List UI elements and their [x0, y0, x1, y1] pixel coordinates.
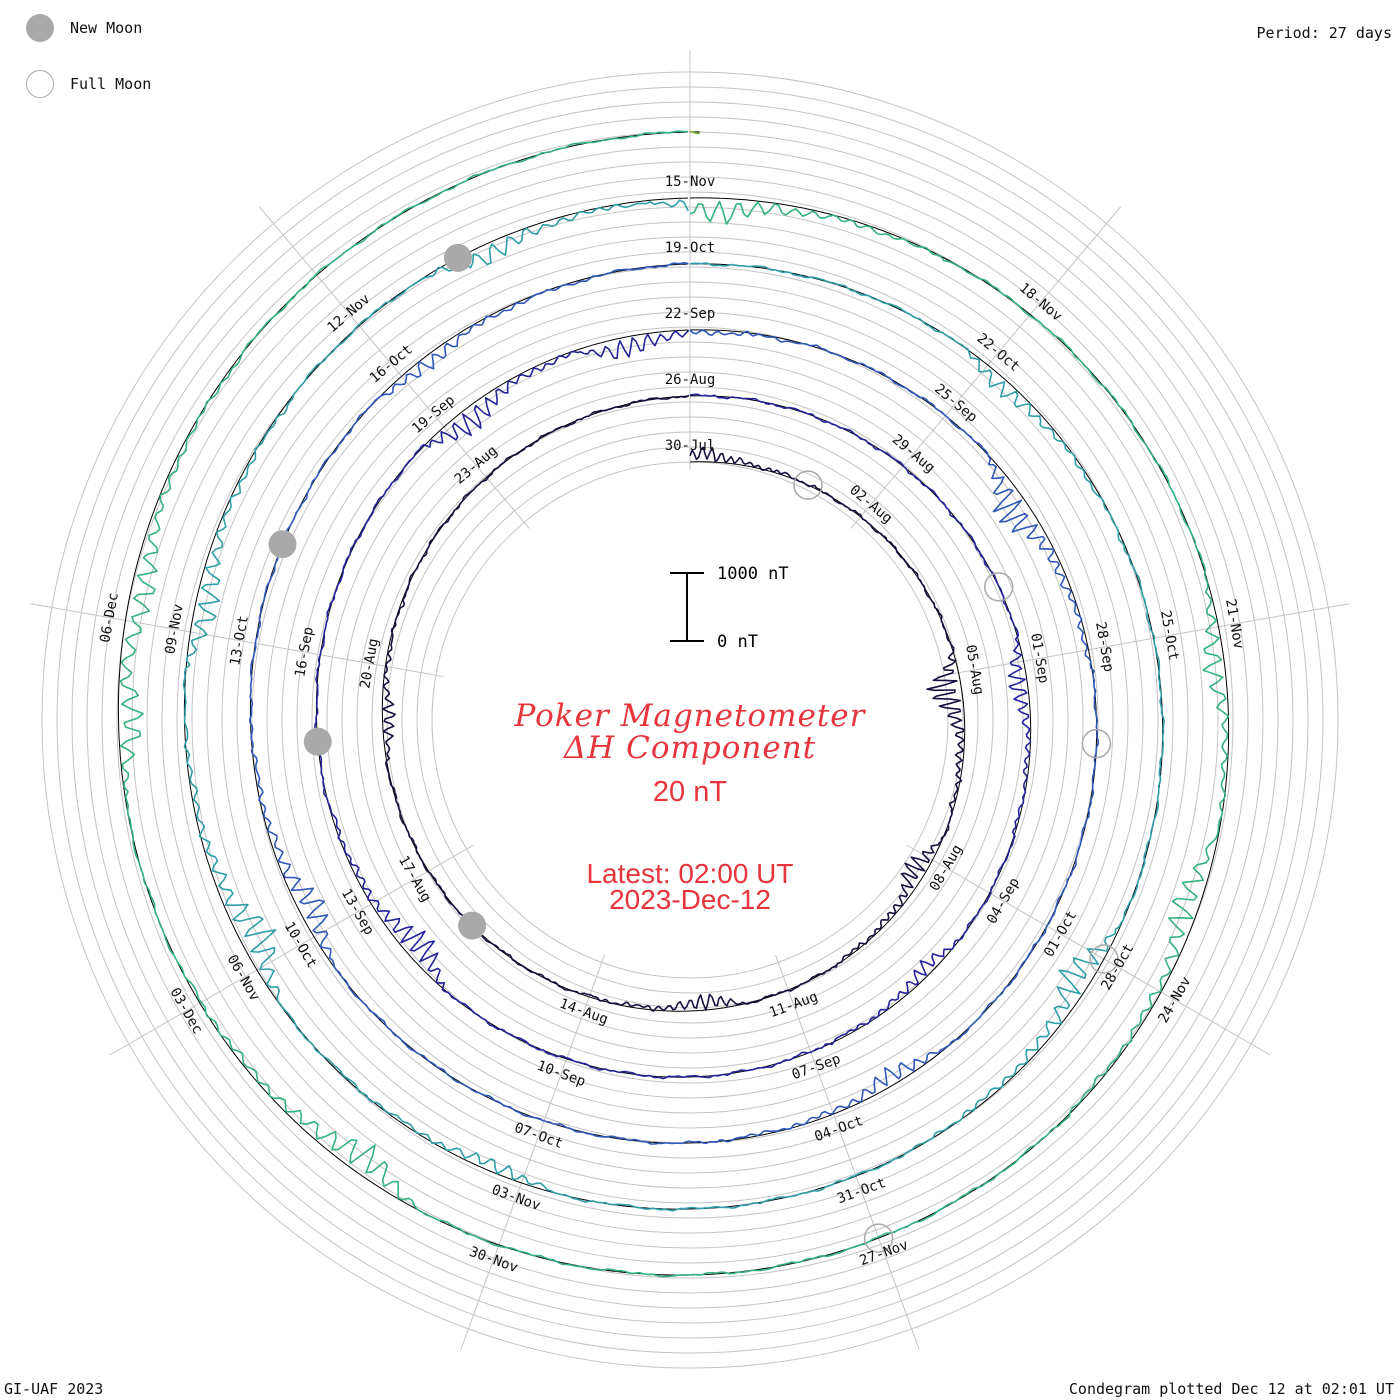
date-label: 16-Sep [292, 626, 317, 679]
chart-title: Poker Magnetometer [514, 698, 866, 734]
full-moon-marker [1081, 728, 1112, 759]
chart-subtitle: ΔH Component [563, 730, 817, 766]
new-moon-marker [458, 911, 487, 940]
date-label: 06-Dec [97, 591, 122, 644]
day-spoke [109, 844, 474, 1056]
day-spoke [936, 603, 1350, 678]
full-moon-icon [26, 70, 54, 98]
legend-full-moon: Full Moon [26, 70, 151, 98]
new-moon-marker [443, 243, 472, 272]
magnetometer-traces [119, 130, 1230, 1278]
date-label: 19-Oct [665, 240, 716, 256]
trace-turn [314, 329, 1032, 1080]
date-label: 20-Aug [357, 637, 382, 690]
baseline-turn [183, 197, 1164, 1210]
date-label: 24-Nov [1155, 974, 1194, 1026]
new-moon-marker [303, 727, 332, 756]
full-moon-marker [863, 1223, 894, 1253]
date-label: 15-Nov [665, 174, 716, 190]
full-moon-marker [983, 572, 1014, 602]
legend-new-moon: New Moon [26, 14, 142, 42]
date-label: 23-Aug [452, 443, 501, 488]
date-label: 19-Sep [409, 392, 458, 437]
legend-new-moon-label: New Moon [70, 19, 143, 37]
day-spoke [30, 603, 444, 678]
new-moon-marker [268, 530, 297, 559]
trace-turn [249, 262, 1100, 1145]
plotted-label: Condegram plotted Dec 12 at 02:01 UT [1068, 1380, 1394, 1398]
date-label: 13-Oct [227, 614, 252, 667]
day-spoke [460, 954, 605, 1350]
day-spoke [258, 206, 530, 529]
scale-bar: 1000 nT 0 nT [670, 564, 789, 652]
period-label: Period: 27 days [1256, 24, 1392, 42]
date-label: 26-Aug [665, 372, 716, 388]
trace-turn [382, 394, 965, 1012]
full-moon-marker [793, 470, 823, 500]
trace-turn [689, 130, 700, 135]
credit-label: GI-UAF 2023 [4, 1380, 104, 1398]
date-label: 29-Aug [889, 432, 938, 477]
date-label: 22-Sep [665, 306, 716, 322]
date-label: 18-Nov [1016, 280, 1065, 325]
scale-bottom-label: 0 nT [717, 632, 758, 652]
legend-full-moon-label: Full Moon [70, 75, 152, 93]
trace-turn [119, 130, 1230, 1278]
date-label: 11-Aug [767, 989, 820, 1021]
date-label: 09-Nov [162, 603, 187, 656]
trace-turn [182, 199, 1165, 1212]
scale-top-label: 1000 nT [717, 564, 789, 584]
latest-date: 2023-Dec-12 [609, 884, 771, 915]
date-label: 30-Jul [665, 438, 716, 454]
date-label: 21-Nov [1222, 598, 1247, 651]
date-label: 31-Oct [835, 1175, 888, 1207]
date-label: 28-Oct [1098, 941, 1137, 993]
day-spoke [850, 206, 1122, 529]
latest-time: Latest: 02:00 UT [586, 858, 794, 889]
date-label: 28-Sep [1092, 621, 1117, 674]
date-label: 05-Aug [962, 644, 987, 697]
full-moon-marker [1089, 944, 1119, 974]
day-spoke [775, 954, 920, 1350]
date-label: 25-Sep [931, 381, 980, 426]
moon-markers [268, 243, 1119, 1253]
new-moon-icon [26, 14, 54, 42]
baseline-turn [249, 263, 1098, 1144]
date-label: 25-Oct [1157, 609, 1182, 662]
chart-scale-title: 20 nT [652, 776, 728, 808]
date-label: 01-Sep [1027, 632, 1052, 685]
